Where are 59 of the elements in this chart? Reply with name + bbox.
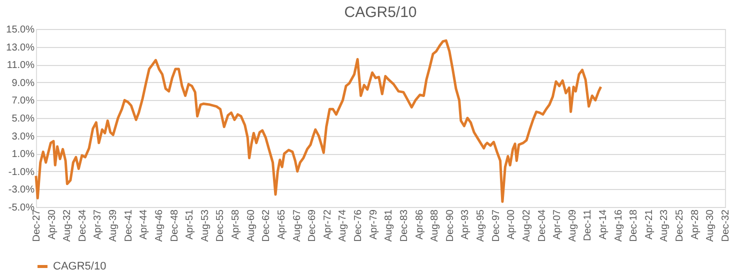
x-tick-label: Aug-30 — [705, 209, 716, 242]
y-tick-label: -3.0% — [8, 184, 35, 196]
x-tick-label: Apr-00 — [506, 209, 518, 240]
y-tick-label: 9.0% — [12, 78, 35, 89]
x-tick-label: Apr-93 — [460, 209, 472, 240]
x-tick-label: Aug-02 — [521, 209, 532, 242]
x-tick-label: Aug-88 — [430, 209, 441, 242]
x-tick-label: Apr-72 — [322, 209, 334, 240]
x-tick-label: Dec-69 — [307, 209, 318, 242]
x-tick-label: Apr-79 — [368, 209, 380, 240]
y-tick-label: 1.0% — [12, 149, 35, 160]
x-tick-label: Apr-58 — [230, 209, 242, 240]
y-tick-label: 5.0% — [12, 114, 35, 124]
x-tick-label: Aug-67 — [292, 209, 303, 242]
x-tick-label: Dec-32 — [720, 209, 732, 242]
x-tick-label: Dec-76 — [353, 209, 364, 242]
x-tick-label: Aug-53 — [200, 209, 211, 242]
x-tick-label: Dec-27 — [32, 209, 42, 242]
x-tick-label: Apr-65 — [276, 209, 288, 240]
x-tick-label: Aug-23 — [659, 209, 670, 242]
legend-label: CAGR5/10 — [53, 260, 106, 272]
x-tick-label: Dec-90 — [444, 209, 456, 242]
x-tick-label: Aug-16 — [613, 209, 624, 242]
x-tick-label: Aug-60 — [246, 209, 257, 242]
x-tick-label: Aug-74 — [338, 209, 349, 242]
x-tick-label: Apr-07 — [552, 209, 564, 240]
x-tick-label: Aug-09 — [567, 209, 578, 242]
x-tick-label: Dec-25 — [674, 209, 686, 242]
x-tick-label: Dec-34 — [77, 209, 88, 242]
y-tick-label: 15.0% — [6, 24, 35, 36]
x-tick-label: Apr-28 — [690, 209, 701, 240]
x-tick-label: Dec-18 — [628, 209, 640, 242]
x-tick-label: Aug-81 — [384, 209, 395, 242]
line-series — [34, 39, 602, 203]
x-tick-label: Aug-32 — [62, 209, 74, 242]
x-tick-label: Dec-62 — [261, 209, 272, 242]
x-tick-label: Apr-44 — [138, 209, 150, 240]
y-tick-label: 11.0% — [6, 60, 35, 72]
y-tick-label: -1.0% — [8, 166, 35, 178]
x-tick-label: Apr-51 — [184, 209, 196, 240]
y-tick-label: 3.0% — [12, 131, 35, 142]
x-tick-label: Aug-95 — [476, 209, 487, 242]
x-tick-label: Dec-55 — [215, 209, 226, 242]
x-tick-label: Apr-30 — [46, 209, 58, 240]
x-tick-label: Dec-41 — [123, 209, 134, 242]
x-tick-label: Dec-11 — [582, 209, 594, 241]
x-tick-label: Aug-39 — [108, 209, 120, 242]
y-tick-label: 7.0% — [12, 96, 35, 107]
x-tick-label: Apr-21 — [644, 209, 655, 240]
x-tick-label: Dec-04 — [536, 209, 548, 242]
y-tick-label: 13.0% — [6, 42, 35, 54]
x-tick-label: Dec-48 — [169, 209, 180, 242]
x-tick-label: Apr-37 — [92, 209, 104, 240]
chart-title: CAGR5/10 — [344, 4, 417, 21]
x-tick-label: Apr-14 — [598, 209, 609, 240]
x-tick-label: Dec-83 — [398, 209, 410, 242]
x-tick-label: Apr-86 — [414, 209, 426, 240]
x-tick-label: Aug-46 — [154, 209, 165, 242]
x-tick-label: Dec-97 — [490, 209, 502, 242]
